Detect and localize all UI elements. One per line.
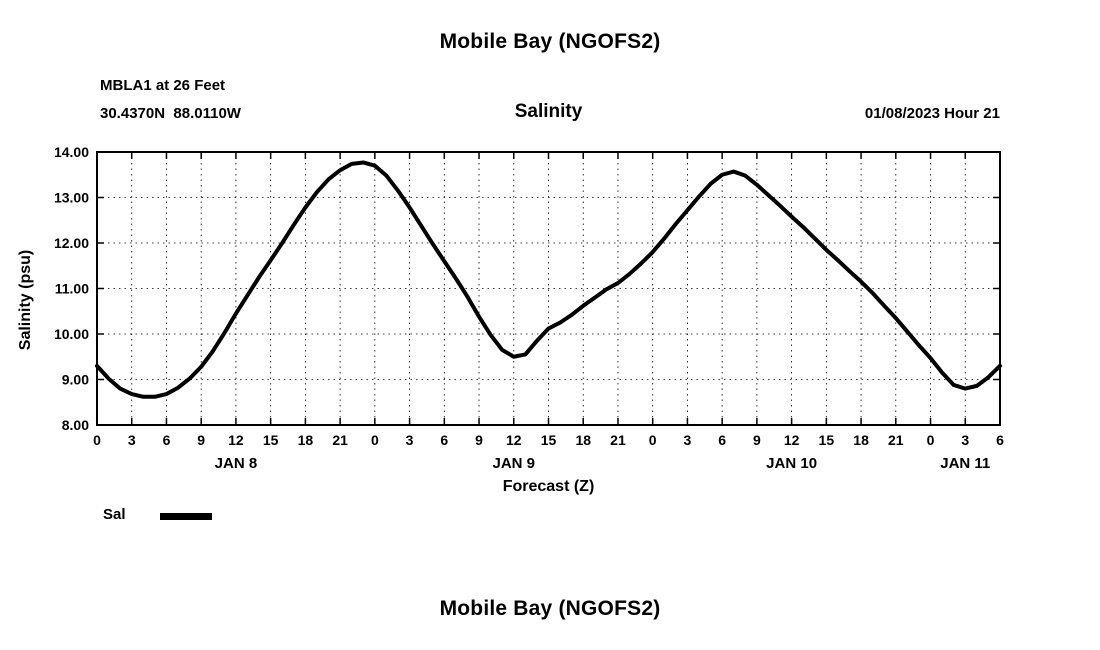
svg-text:18: 18 [298,432,314,448]
y-axis-label: Salinity (psu) [17,249,34,351]
svg-text:3: 3 [128,432,136,448]
station-coordinates: 30.4370N 88.0110W [100,105,241,122]
series-lines [95,160,1002,399]
svg-text:12: 12 [784,432,800,448]
gridlines [97,152,1000,425]
svg-text:15: 15 [263,432,279,448]
axis-tick-labels: 0 3 6 9 12 15 18 21 0 3 6 9 12 15 18 21 0 3 6 9 12 15 18 21 0 3 6J… [54,144,1004,472]
x-axis-label: Forecast (Z) [502,478,595,495]
svg-text:JAN 9: JAN 9 [493,455,536,472]
svg-text:JAN 11: JAN 11 [940,455,990,472]
svg-text:0: 0 [649,432,657,448]
svg-text:9: 9 [197,432,205,448]
svg-text:15: 15 [819,432,835,448]
svg-text:12.00: 12.00 [54,235,89,251]
svg-text:9: 9 [475,432,483,448]
svg-text:6: 6 [440,432,448,448]
svg-text:3: 3 [684,432,692,448]
svg-text:0: 0 [371,432,379,448]
svg-text:6: 6 [996,432,1004,448]
svg-text:9: 9 [753,432,761,448]
plot-frame [96,151,1001,426]
svg-text:12: 12 [228,432,244,448]
legend-series-label: Sal [103,506,126,523]
svg-text:11.00: 11.00 [55,281,89,297]
svg-text:21: 21 [332,432,348,448]
svg-text:8.00: 8.00 [62,417,89,433]
svg-text:15: 15 [541,432,557,448]
chart-title: Salinity [514,101,583,122]
legend-line-sample [160,513,212,520]
svg-text:14.00: 14.00 [54,144,89,160]
svg-text:JAN 8: JAN 8 [215,455,258,472]
svg-text:6: 6 [163,432,171,448]
svg-text:12: 12 [506,432,522,448]
svg-text:13.00: 13.00 [54,190,89,206]
next-chart-title: Mobile Bay (NGOFS2) [439,597,661,620]
svg-text:0: 0 [927,432,935,448]
svg-text:21: 21 [888,432,904,448]
forecast-timestamp: 01/08/2023 Hour 21 [864,105,1000,122]
svg-text:3: 3 [406,432,414,448]
station-name: MBLA1 at 26 Feet [100,77,226,94]
svg-text:10.00: 10.00 [54,326,89,342]
svg-text:JAN 10: JAN 10 [766,455,817,472]
svg-text:21: 21 [610,432,626,448]
svg-text:6: 6 [718,432,726,448]
page-title: Mobile Bay (NGOFS2) [439,30,661,53]
svg-text:18: 18 [853,432,869,448]
svg-text:0: 0 [93,432,101,448]
svg-text:18: 18 [575,432,591,448]
svg-text:3: 3 [961,432,969,448]
svg-text:9.00: 9.00 [62,372,89,388]
